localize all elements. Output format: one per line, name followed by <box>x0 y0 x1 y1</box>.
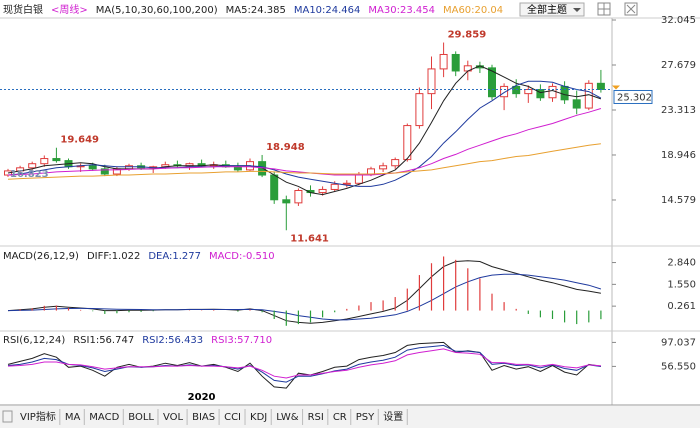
extreme-label: 29.859 <box>448 30 487 41</box>
candle-body <box>100 168 109 175</box>
legend-text: MACD(26,12,9) <box>3 251 79 262</box>
last-price-tag <box>613 89 653 104</box>
candle-body <box>391 159 400 167</box>
indicator-line <box>7 348 601 379</box>
tabs: VIP指标 MA MACD BOLL VOL BIAS CCI KDJ LW& RSI CR PSY 设… <box>20 409 408 425</box>
tab-bar <box>0 406 700 428</box>
extreme-label: 11.641 <box>290 233 329 244</box>
candle-body <box>536 89 545 99</box>
legend-text: MA60:20.04 <box>443 5 503 16</box>
candle-body <box>52 158 61 162</box>
tab[interactable]: VOL <box>163 412 184 423</box>
candle-body <box>403 125 412 161</box>
tab[interactable]: MA <box>65 412 81 423</box>
y-tick-label: 2.840 <box>667 258 696 269</box>
indicator-line <box>7 80 602 187</box>
candle-body <box>451 53 460 72</box>
legend-text: RSI(6,12,24) <box>3 335 65 346</box>
candle-body <box>379 165 388 170</box>
last-price-marker <box>612 85 620 90</box>
layout-icon-lines <box>598 3 610 15</box>
tab[interactable]: RSI <box>308 412 324 423</box>
candle-body <box>294 189 303 204</box>
extreme-label: 16.823 <box>10 169 49 180</box>
y-tick-label: 32.045 <box>661 15 696 26</box>
legend-text: 现货白银 <box>3 3 43 16</box>
y-tick-label: 97.037 <box>661 337 696 348</box>
y-tick-label: 56.550 <box>661 361 696 372</box>
tab[interactable]: BOLL <box>128 412 154 423</box>
close-icon[interactable] <box>624 2 638 16</box>
extreme-label: 18.948 <box>266 142 305 153</box>
candle-body <box>596 82 605 90</box>
tab[interactable]: MACD <box>89 412 119 423</box>
tab[interactable]: VIP指标 <box>20 410 56 423</box>
candle-body <box>125 165 133 170</box>
candle-body <box>500 85 509 98</box>
tab-bar-icon[interactable] <box>2 410 13 423</box>
candle-body <box>28 163 37 169</box>
y-tick-label: 23.313 <box>661 105 696 116</box>
legend-text: DIFF:1.022 <box>87 251 140 262</box>
legend-text: MA5:24.385 <box>226 5 286 16</box>
indicator-line <box>7 65 602 196</box>
legend-text: RSI3:57.710 <box>211 335 272 346</box>
candle-body <box>548 85 557 99</box>
legend-text: MA30:23.454 <box>368 5 435 16</box>
legend-text: MA(5,10,30,60,100,200) <box>96 5 218 16</box>
candle-body <box>512 85 521 95</box>
y-tick-label: 1.550 <box>667 279 696 290</box>
dropdown-arrow <box>573 8 581 12</box>
indicator-line <box>7 344 601 383</box>
candle-body <box>427 68 436 95</box>
candle-body <box>415 93 424 127</box>
legend-text: DEA:1.277 <box>148 251 201 262</box>
tab[interactable]: LW& <box>276 412 299 423</box>
legend-text: MA10:24.464 <box>294 5 361 16</box>
indicator-line <box>7 341 601 389</box>
y-tick-label: 14.579 <box>661 195 696 206</box>
candle-body <box>439 53 448 70</box>
x-tick-label: 2020 <box>188 392 216 403</box>
indicator-line <box>7 143 601 180</box>
tab[interactable]: CR <box>333 412 347 423</box>
theme-select[interactable] <box>519 2 585 17</box>
extreme-label: 19.649 <box>60 135 99 146</box>
candle-body <box>572 99 581 109</box>
candle-body <box>367 168 375 175</box>
legend-text: RSI2:56.433 <box>142 335 203 346</box>
legend-text: MACD:-0.510 <box>209 251 275 262</box>
y-tick-label: 27.679 <box>661 60 696 71</box>
candle-body <box>318 188 327 194</box>
tab[interactable]: CCI <box>224 412 241 423</box>
theme-select-text: 全部主题 <box>527 3 567 16</box>
candle-body <box>330 183 339 190</box>
candle-body <box>40 158 49 165</box>
tab[interactable]: KDJ <box>250 412 267 423</box>
candle-body <box>560 85 569 101</box>
close-icon-cross <box>626 4 636 14</box>
indicator-line <box>7 108 602 176</box>
candle-body <box>282 199 291 204</box>
legend-text: RSI1:56.747 <box>73 335 134 346</box>
tab[interactable]: BIAS <box>192 412 215 423</box>
tab[interactable]: PSY <box>356 412 375 423</box>
indicator-line <box>7 273 602 321</box>
y-tick-label: 18.946 <box>661 150 696 161</box>
candle-body <box>524 89 533 95</box>
candle-body <box>488 67 496 98</box>
tab[interactable]: 设置 <box>383 411 403 423</box>
candle-body <box>88 165 97 170</box>
indicator-line <box>7 260 601 324</box>
y-tick-label: 0.261 <box>667 301 696 312</box>
candle-body <box>342 182 351 185</box>
legend-text: <周线> <box>51 3 88 16</box>
last-price-label: 25.302 <box>617 92 652 103</box>
candle-body <box>270 174 279 201</box>
